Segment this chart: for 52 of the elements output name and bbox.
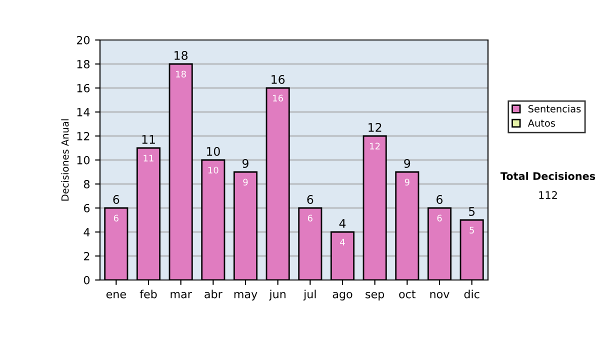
text: 112 <box>539 191 557 199</box>
total-label: 6 <box>307 194 314 204</box>
x-tick-label: mar <box>170 292 192 298</box>
legend-label: Autos <box>528 120 555 127</box>
total-label: 9 <box>404 158 410 168</box>
y-tick-label: 14 <box>77 108 90 116</box>
text: Total Decisiones <box>500 172 596 180</box>
x-tick-label: may <box>234 292 258 300</box>
total-label: 12 <box>368 122 382 132</box>
legend-label: Sentencias <box>528 104 581 112</box>
data-label: 18 <box>176 70 186 78</box>
y-tick-label: 0 <box>84 276 90 284</box>
data-label: 5 <box>470 226 474 234</box>
data-label: 12 <box>370 142 380 150</box>
x-tick-label: feb <box>140 290 157 298</box>
y-tick-label: 18 <box>77 60 90 68</box>
y-tick-label: 10 <box>77 156 90 164</box>
y-tick-label: 4 <box>84 228 90 236</box>
data-label: 6 <box>114 214 118 222</box>
total-label: 6 <box>436 194 443 204</box>
total-label: 10 <box>206 146 220 156</box>
x-tick-label: nov <box>430 292 450 298</box>
data-label: 16 <box>273 94 284 102</box>
y-tick-label: 20 <box>76 36 90 44</box>
x-tick-label: ago <box>332 292 352 300</box>
y-tick-label: 6 <box>84 204 90 212</box>
y-axis-title: Decisiones Anual <box>61 119 69 201</box>
x-tick-label: sep <box>366 292 384 300</box>
total-label: 6 <box>113 194 120 204</box>
total-label: 5 <box>468 207 475 216</box>
data-label: 9 <box>404 178 410 186</box>
y-tick-label: 8 <box>84 180 90 188</box>
x-tick-label: dic <box>464 290 480 298</box>
data-label: 10 <box>208 166 218 174</box>
y-tick-label: 2 <box>84 252 90 260</box>
x-tick-label: oct <box>399 290 416 298</box>
data-label: 9 <box>243 178 248 186</box>
y-tick-label: 12 <box>77 132 90 140</box>
y-tick-label: 16 <box>77 84 90 92</box>
x-tick-label: jul <box>303 290 316 300</box>
x-tick-label: jun <box>269 290 286 300</box>
data-label: 6 <box>308 214 312 222</box>
data-label: 11 <box>144 154 154 162</box>
data-label: 4 <box>340 238 345 246</box>
total-label: 4 <box>339 219 346 228</box>
total-label: 18 <box>174 50 188 60</box>
data-label: 6 <box>437 214 442 222</box>
x-tick-label: abr <box>204 290 222 298</box>
total-label: 9 <box>242 158 248 168</box>
x-tick-label: ene <box>106 292 126 298</box>
total-label: 16 <box>272 74 285 84</box>
total-label: 11 <box>142 135 155 144</box>
